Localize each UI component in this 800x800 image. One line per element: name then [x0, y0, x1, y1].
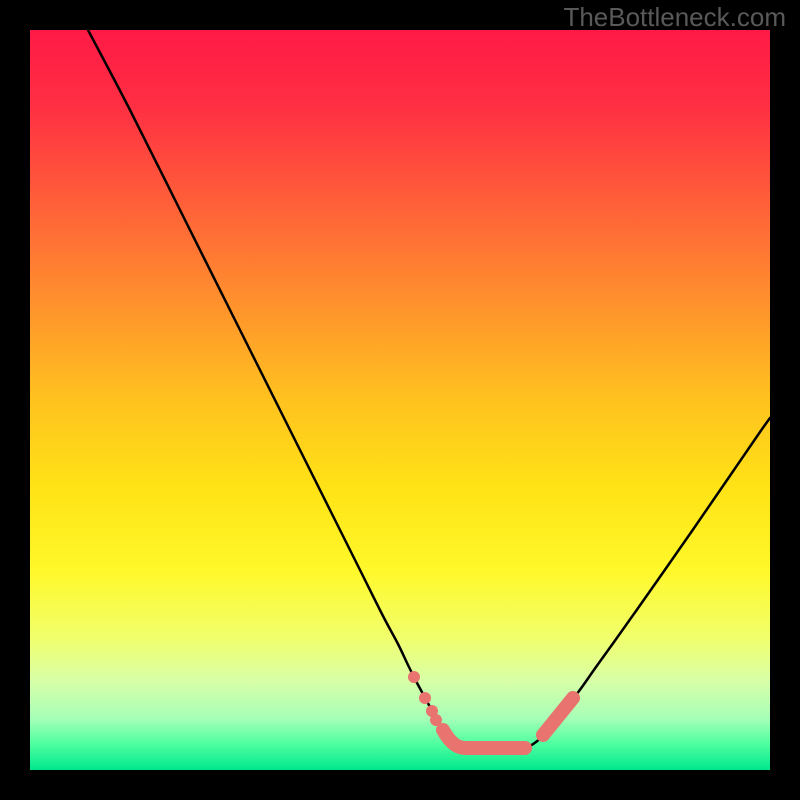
- marker-dot: [408, 671, 420, 683]
- watermark-text: TheBottleneck.com: [563, 2, 786, 32]
- gradient-background: [30, 30, 770, 770]
- chart-svg: TheBottleneck.com: [0, 0, 800, 800]
- marker-dot: [419, 692, 431, 704]
- chart-root: TheBottleneck.com: [0, 0, 800, 800]
